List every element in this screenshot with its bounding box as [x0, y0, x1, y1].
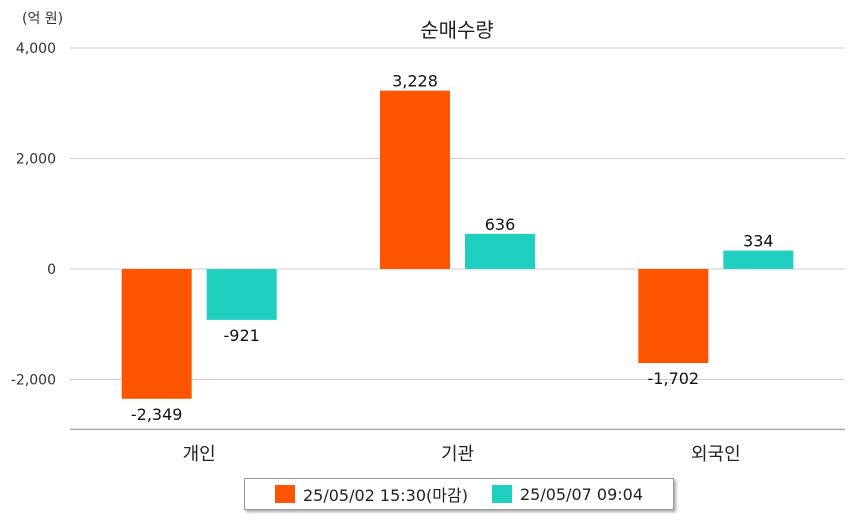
gridlines: [70, 47, 845, 380]
chart-title: 순매수량: [420, 18, 494, 42]
legend-item-1[interactable]: 25/05/07 09:04: [491, 484, 644, 504]
unit-label: (억 원): [22, 11, 63, 27]
data-label-s0-0: -2,349: [131, 405, 183, 424]
legend-swatch-1: [491, 485, 512, 503]
data-label-s0-2: -1,702: [648, 369, 700, 388]
legend-label-0: 25/05/02 15:30(마감): [302, 486, 468, 505]
legend-label-1: 25/05/07 09:04: [519, 484, 644, 504]
bar-s0-2[interactable]: [638, 269, 709, 364]
bar-s1-2[interactable]: [723, 250, 794, 269]
bar-s0-1[interactable]: [380, 90, 450, 269]
data-label-s0-1: 3,228: [392, 72, 438, 91]
data-label-s1-1: 636: [485, 215, 516, 234]
legend-item-0[interactable]: 25/05/02 15:30(마감): [274, 482, 468, 506]
legend: 25/05/02 15:30(마감) 25/05/07 09:04: [244, 478, 674, 510]
x-tick-label-2: 외국인: [691, 444, 741, 465]
x-axis: 개인 기관 외국인: [70, 428, 845, 465]
x-tick-label-0: 개인: [183, 444, 216, 465]
y-tick-label-1: 2,000: [16, 152, 56, 168]
bar-s1-1[interactable]: [465, 233, 535, 269]
legend-swatch-0: [274, 485, 295, 503]
bar-s0-0[interactable]: [121, 269, 192, 399]
y-tick-label-3: -2,000: [11, 373, 56, 389]
data-label-s1-0: -921: [224, 326, 260, 345]
data-label-s1-2: 334: [743, 232, 774, 251]
y-tick-label-2: 0: [47, 262, 56, 278]
bars: [121, 90, 794, 399]
data-labels: -2,349 -921 3,228 636 -1,702 334: [131, 72, 774, 424]
bar-s1-0[interactable]: [206, 269, 277, 320]
y-axis: 4,000 2,000 0 -2,000: [11, 41, 56, 389]
x-tick-label-1: 기관: [441, 444, 474, 465]
y-tick-label-0: 4,000: [16, 41, 56, 57]
